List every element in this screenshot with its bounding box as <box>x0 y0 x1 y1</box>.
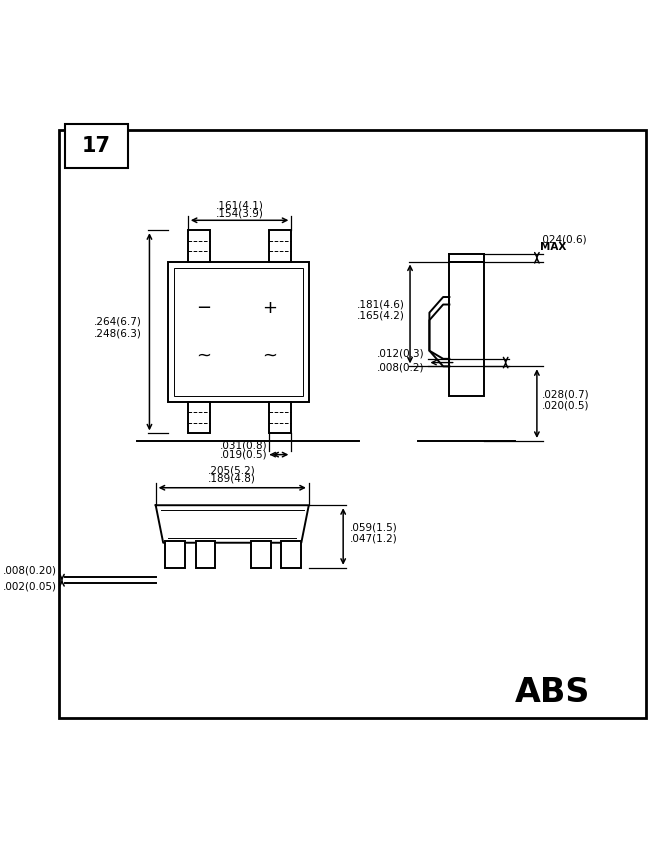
Bar <box>269 402 291 433</box>
Text: .008(0.2): .008(0.2) <box>377 363 424 372</box>
Text: .012(0.3): .012(0.3) <box>377 349 424 359</box>
Text: ~: ~ <box>196 347 211 365</box>
Text: +: + <box>262 299 277 317</box>
Text: .264(6.7): .264(6.7) <box>94 317 142 326</box>
Text: .047(1.2): .047(1.2) <box>349 533 397 544</box>
Text: ~: ~ <box>262 347 277 365</box>
Bar <box>188 402 209 433</box>
Text: .028(0.7): .028(0.7) <box>542 389 589 399</box>
Bar <box>65 124 128 168</box>
Bar <box>450 261 483 396</box>
Text: .248(6.3): .248(6.3) <box>94 328 142 338</box>
Text: .031(0.8): .031(0.8) <box>220 441 268 451</box>
Text: .181(4.6): .181(4.6) <box>357 299 405 310</box>
Bar <box>251 541 271 567</box>
Text: 17: 17 <box>82 136 111 156</box>
Text: .165(4.2): .165(4.2) <box>357 311 405 321</box>
Bar <box>196 541 215 567</box>
Bar <box>168 261 309 402</box>
Text: .019(0.5): .019(0.5) <box>220 449 268 460</box>
Bar <box>281 541 301 567</box>
Bar <box>269 231 291 261</box>
Text: .154(3.9): .154(3.9) <box>215 209 263 219</box>
Text: .008(0.20): .008(0.20) <box>3 566 57 576</box>
Text: .205(5.2): .205(5.2) <box>208 466 256 475</box>
Text: −: − <box>196 299 211 317</box>
Bar <box>188 231 209 261</box>
Text: .024(0.6): .024(0.6) <box>540 235 588 245</box>
Text: .002(0.05): .002(0.05) <box>3 582 57 591</box>
Text: MAX: MAX <box>540 243 567 252</box>
Text: ABS: ABS <box>515 676 591 709</box>
Text: .189(4.8): .189(4.8) <box>208 474 256 484</box>
Bar <box>174 268 303 396</box>
Text: .059(1.5): .059(1.5) <box>349 522 397 532</box>
Text: .020(0.5): .020(0.5) <box>542 400 589 410</box>
Bar <box>165 541 185 567</box>
Text: .161(4.1): .161(4.1) <box>215 200 263 210</box>
